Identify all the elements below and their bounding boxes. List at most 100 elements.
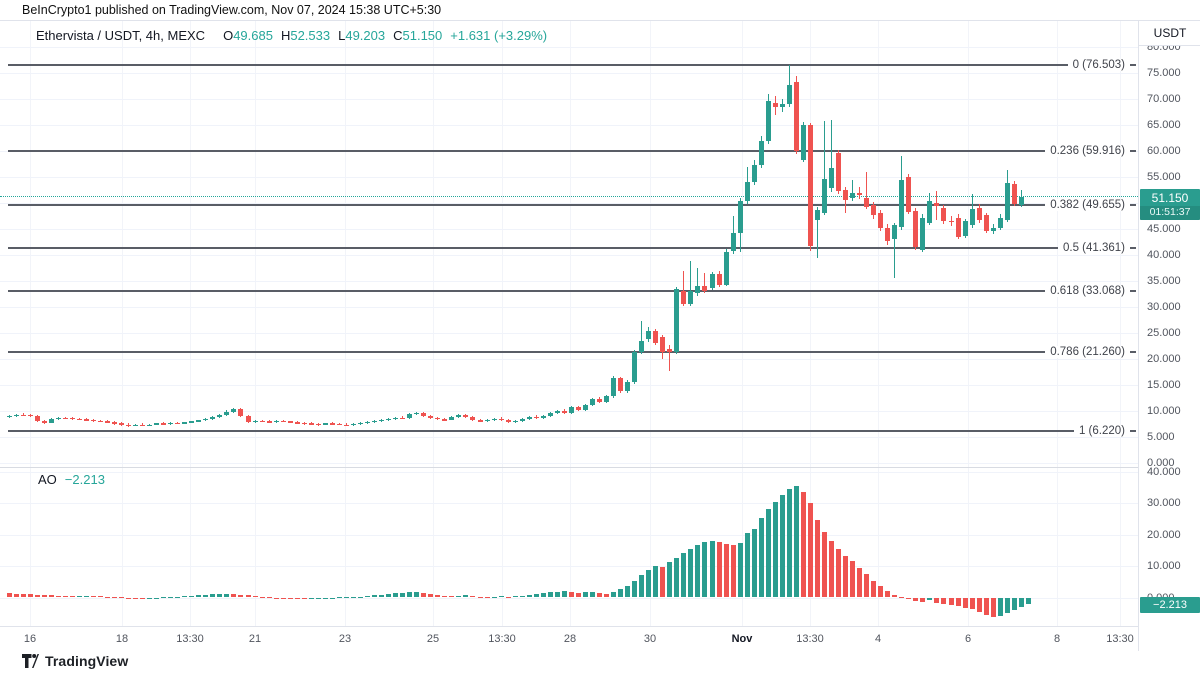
candle <box>505 420 511 423</box>
ao-histogram-bar <box>365 595 371 598</box>
candle <box>238 408 244 416</box>
ao-histogram-bar <box>147 597 153 599</box>
fib-level-line[interactable]: 0.786 (21.260) <box>8 344 1138 360</box>
candle <box>934 203 940 207</box>
candle <box>681 290 687 304</box>
time-axis-tick: 13:30 <box>796 633 824 645</box>
ao-histogram-bar <box>955 597 961 606</box>
ao-histogram-bar <box>821 532 827 598</box>
horizontal-gridline <box>0 333 1138 334</box>
ao-histogram-bar <box>104 596 110 598</box>
fib-level-line[interactable]: 0.236 (59.916) <box>8 143 1138 159</box>
ao-histogram-bar <box>962 597 968 608</box>
chart-plot-area[interactable]: 0 (76.503) 0.236 (59.916) 0.382 (49.655) 0.… <box>0 21 1138 626</box>
tradingview-logo[interactable]: TradingView <box>22 653 128 669</box>
fib-level-line[interactable]: 1 (6.220) <box>8 423 1138 439</box>
ao-histogram-bar <box>990 597 996 618</box>
ao-histogram-bar <box>807 502 813 598</box>
candle <box>519 419 525 421</box>
candle <box>498 418 504 421</box>
fib-level-line[interactable]: 0.382 (49.655) <box>8 197 1138 213</box>
ao-histogram-bar <box>632 580 638 598</box>
candle <box>568 407 574 413</box>
candle <box>231 408 237 412</box>
candle <box>779 104 785 108</box>
ao-histogram-bar <box>62 595 68 598</box>
candle <box>878 212 884 228</box>
ao-histogram-bar <box>547 592 553 598</box>
fib-level-line[interactable]: 0 (76.503) <box>8 57 1138 73</box>
candle <box>245 415 251 422</box>
vertical-gridline <box>255 21 256 626</box>
low-label: L <box>338 28 346 43</box>
ao-indicator-legend[interactable]: AO −2.213 <box>38 472 105 487</box>
candle <box>899 179 905 228</box>
candle <box>589 399 595 406</box>
ao-histogram-bar <box>667 562 673 598</box>
ao-histogram-bar <box>69 596 75 598</box>
ao-histogram-bar <box>484 596 490 598</box>
candle <box>484 419 490 422</box>
candle <box>301 422 307 425</box>
candle <box>969 209 975 226</box>
ao-histogram-bar <box>688 549 694 598</box>
ao-histogram-bar <box>646 570 652 598</box>
horizontal-gridline <box>0 47 1138 48</box>
ao-histogram-bar <box>737 542 743 598</box>
price-axis[interactable]: USDT 51.150 01:51:37 −2.213 80.000 75.000… <box>1138 21 1200 651</box>
time-axis[interactable]: 16 18 13:30 21 23 25 13:30 28 30 Nov 13:30 4 6 8 13:30 <box>0 626 1138 651</box>
ao-axis-tick: 40.000 <box>1147 465 1181 478</box>
candle-wick <box>690 261 692 306</box>
candle <box>955 217 961 237</box>
ao-histogram-bar <box>421 592 427 598</box>
candle <box>161 423 167 425</box>
ao-histogram-bar <box>660 566 666 598</box>
ao-histogram-bar <box>301 597 307 600</box>
candle <box>62 417 68 419</box>
vertical-gridline <box>878 21 879 626</box>
ao-histogram-bar <box>639 575 645 598</box>
ao-histogram-bar <box>442 595 448 598</box>
ao-histogram-bar <box>414 592 420 598</box>
fib-level-line[interactable]: 0.618 (33.068) <box>8 283 1138 299</box>
candle-wick <box>641 321 643 354</box>
time-axis-tick: 28 <box>563 633 577 645</box>
candle <box>133 424 139 426</box>
pane-divider[interactable] <box>0 467 1138 468</box>
ao-histogram-bar <box>477 596 483 598</box>
candle <box>350 424 356 426</box>
symbol-title[interactable]: Ethervista / USDT, 4h, MEXC <box>36 28 206 43</box>
ao-histogram-bar <box>210 594 216 598</box>
symbol-legend[interactable]: Ethervista / USDT, 4h, MEXC O49.685 H52.53… <box>36 28 547 43</box>
ao-histogram-bar <box>948 597 954 606</box>
chart-widget: 0 (76.503) 0.236 (59.916) 0.382 (49.655) 0.… <box>0 20 1200 651</box>
fib-level-label: 0.618 (33.068) <box>1045 285 1130 298</box>
candle <box>322 423 328 425</box>
candle <box>871 205 877 216</box>
currency-label[interactable]: USDT <box>1139 21 1200 46</box>
fib-level-line[interactable]: 0.5 (41.361) <box>8 240 1138 256</box>
ao-histogram-bar <box>182 595 188 598</box>
ao-histogram-bar <box>97 596 103 598</box>
ao-histogram-bar <box>118 596 124 598</box>
candle <box>540 415 546 419</box>
ao-histogram-bar <box>400 593 406 598</box>
candle <box>772 102 778 108</box>
vertical-gridline <box>502 21 503 626</box>
horizontal-gridline <box>0 281 1138 282</box>
ao-histogram-bar <box>379 594 385 598</box>
candle <box>55 417 61 419</box>
ao-histogram-bar <box>568 591 574 598</box>
ao-histogram-bar <box>449 595 455 598</box>
candle <box>379 419 385 422</box>
ao-histogram-bar <box>582 592 588 598</box>
candle-wick <box>177 421 179 424</box>
candle <box>885 227 891 241</box>
candle-wick <box>142 423 144 426</box>
high-label: H <box>280 28 291 43</box>
candle <box>723 251 729 285</box>
vertical-gridline <box>650 21 651 626</box>
vertical-gridline <box>570 21 571 626</box>
fib-line-segment <box>8 64 1068 67</box>
